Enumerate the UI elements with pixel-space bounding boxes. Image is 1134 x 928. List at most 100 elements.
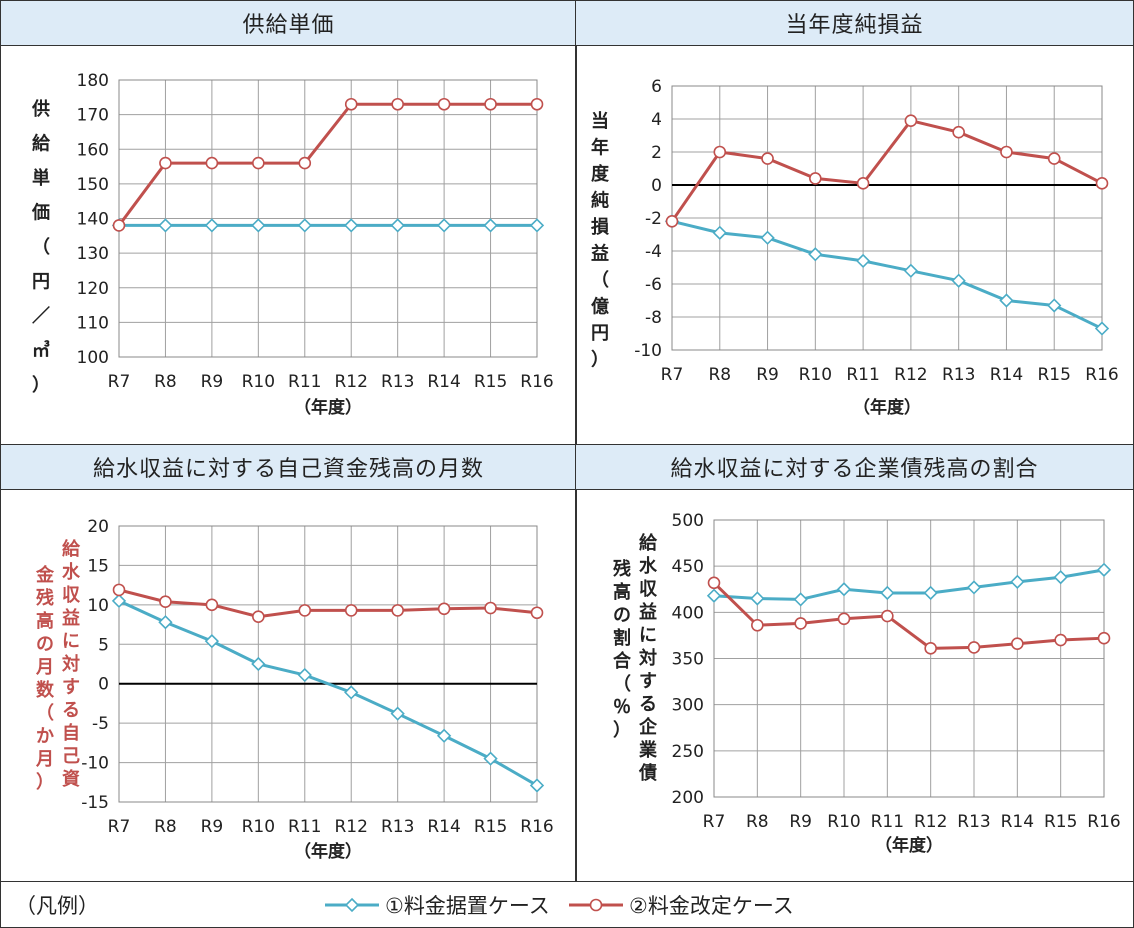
y-axis-label-char: 資 [62, 769, 80, 790]
chart-own-funds-months: -15 -10 -5 0 5 10 15 20 R7 R8 R9 R10 R11 R12 R13 R14 R15… [35, 517, 554, 862]
y-axis-label-char: 収 [639, 579, 658, 600]
y-tick-label: -4 [645, 242, 662, 262]
y-tick-label: 140 [77, 210, 109, 230]
x-axis-label: （年度） [294, 841, 362, 862]
legend-title: （凡例） [15, 894, 99, 918]
x-tick-label: R15 [1037, 365, 1070, 385]
data-point-case1 [706, 588, 722, 603]
data-point-case2 [159, 156, 172, 170]
x-tick-label: R9 [756, 365, 779, 385]
data-point-case1 [923, 585, 938, 601]
data-point-case2 [924, 642, 937, 655]
y-axis-label-char: （ [613, 674, 631, 695]
y-tick-label: 150 [77, 175, 109, 195]
legend-item-case1: ①料金据置ケース [323, 890, 550, 920]
diamond-marker-icon [325, 897, 379, 913]
data-point-case2 [391, 97, 404, 111]
x-tick-label: R12 [894, 365, 927, 385]
data-point-case1 [344, 218, 359, 233]
x-tick-label: R9 [201, 817, 224, 837]
y-tick-label: 250 [672, 742, 704, 762]
y-axis-label-char: 金 [35, 564, 55, 586]
data-point-case1 [836, 582, 852, 597]
data-point-case2 [437, 602, 451, 616]
y-axis-label-char: ㎥ [32, 340, 50, 362]
plot-frame [713, 519, 1105, 798]
data-point-case2 [881, 609, 894, 623]
x-tick-label: R15 [1044, 812, 1077, 832]
data-point-case2 [707, 576, 721, 590]
y-axis-label-char: 対 [61, 653, 80, 675]
y-tick-label: 110 [77, 313, 109, 333]
data-point-case2 [484, 601, 497, 615]
data-point-case2 [112, 583, 126, 597]
x-tick-label: R14 [1001, 812, 1034, 832]
data-point-case1 [1053, 570, 1068, 585]
y-tick-label: -6 [645, 275, 662, 295]
y-axis-label-char: 単 [32, 167, 50, 189]
data-point-case1 [436, 218, 452, 233]
legend-label: ②料金改定ケース [629, 894, 794, 918]
data-point-case1 [1094, 321, 1110, 336]
x-tick-label: R7 [108, 372, 131, 392]
y-axis-label-char: に [639, 625, 657, 646]
y-axis-label-char: 残 [36, 587, 54, 609]
y-axis-label-char: ／ [32, 306, 50, 327]
y-tick-label: 6 [651, 77, 662, 97]
data-point-case2 [252, 610, 265, 623]
legend-label: ①料金据置ケース [385, 894, 550, 918]
y-axis-label-char: （ [36, 703, 54, 724]
series-line-case1 [671, 219, 1103, 330]
y-axis-label-char: 価 [31, 202, 50, 224]
data-point-case2 [437, 97, 451, 111]
x-tick-label: R16 [1087, 812, 1120, 832]
x-tick-label: R10 [242, 372, 275, 392]
legend-item-case2: ②料金改定ケース [567, 890, 794, 920]
y-axis-label: 供給単価 （ 円 ／ ㎥ ） [31, 98, 51, 396]
data-point-case1 [1010, 574, 1025, 589]
series-line-case2 [118, 588, 538, 619]
data-point-case2 [205, 156, 219, 170]
y-axis-label-char: 給 [32, 133, 51, 155]
x-tick-label: R10 [827, 812, 860, 832]
y-tick-label: 5 [98, 635, 109, 655]
y-axis-label-char: 供 [31, 98, 50, 120]
y-axis-label: 当年度純損益 （ 億円 ） [591, 110, 610, 371]
data-point-case1 [251, 218, 266, 233]
data-point-case1 [1096, 562, 1112, 577]
x-axis-label: （年度） [294, 397, 362, 418]
y-axis-label-char: （ [32, 237, 50, 258]
data-point-case1 [483, 218, 498, 233]
data-point-case2 [530, 606, 544, 620]
data-point-case2 [530, 97, 544, 111]
y-axis-label-char: 円 [32, 272, 50, 293]
y-axis-label-char: 益 [62, 607, 80, 629]
panel-title: 当年度純損益 [576, 1, 1133, 46]
x-tick-label: R8 [746, 812, 769, 832]
series-line-case1 [118, 599, 538, 787]
x-tick-label: R13 [957, 812, 990, 832]
data-point-case1 [158, 218, 173, 233]
x-tick-label: R13 [381, 372, 414, 392]
x-tick-label: R10 [799, 365, 832, 385]
x-tick-label: R11 [288, 372, 321, 392]
y-axis-label-char: 当 [591, 110, 609, 132]
data-point-case2 [751, 618, 764, 632]
y-axis-label-char: 高 [36, 610, 54, 632]
panel-title: 供給単価 [1, 1, 576, 46]
data-point-case2 [159, 595, 172, 609]
data-point-case2 [713, 145, 727, 159]
data-point-case1 [760, 230, 775, 245]
data-point-case2 [837, 612, 851, 626]
data-point-case1 [903, 263, 919, 278]
data-point-case2 [856, 177, 870, 190]
y-axis-label-char: 水 [639, 555, 658, 577]
y-axis-label-char: 億 [591, 296, 609, 318]
y-axis-label: 給水収益に対する企業債 残高の割合（％） [613, 532, 658, 784]
data-point-case2 [665, 215, 679, 228]
y-tick-label: 200 [672, 788, 704, 808]
y-tick-label: 4 [651, 110, 662, 130]
data-point-case2 [904, 114, 918, 127]
x-tick-label: R7 [661, 365, 684, 385]
